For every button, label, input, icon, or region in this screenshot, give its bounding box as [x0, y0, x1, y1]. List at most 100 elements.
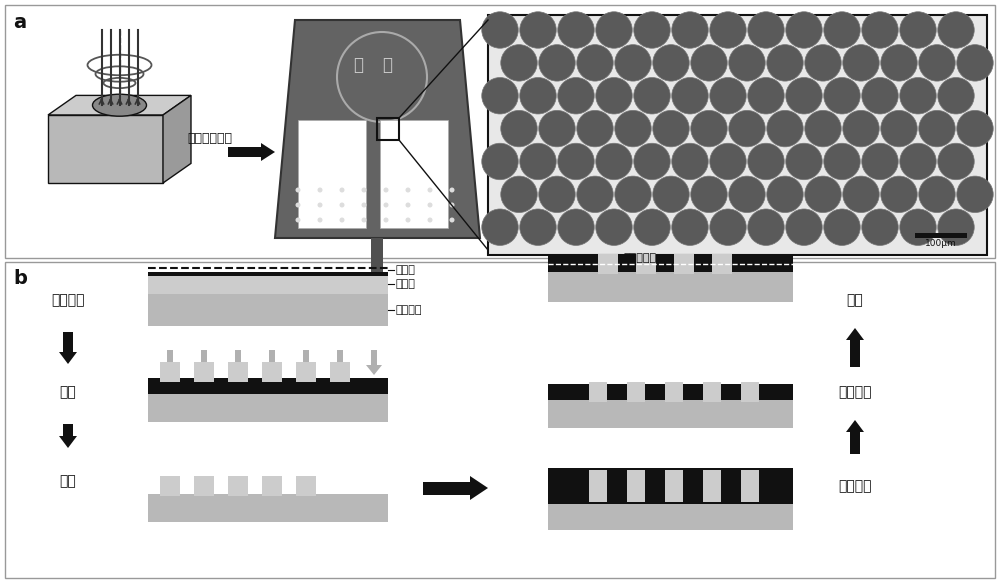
Bar — [337, 350, 343, 365]
Bar — [228, 147, 261, 157]
Bar — [303, 350, 309, 365]
Ellipse shape — [786, 143, 822, 180]
Ellipse shape — [340, 188, 344, 192]
Bar — [598, 254, 618, 274]
Bar — [235, 350, 241, 365]
Ellipse shape — [362, 188, 366, 192]
Text: 减薄处理: 减薄处理 — [838, 385, 872, 399]
Ellipse shape — [296, 202, 300, 208]
Ellipse shape — [672, 78, 708, 114]
Bar — [703, 470, 721, 502]
Polygon shape — [230, 365, 246, 375]
Ellipse shape — [729, 110, 765, 147]
Ellipse shape — [539, 176, 575, 213]
Bar — [167, 350, 173, 365]
Ellipse shape — [634, 143, 670, 180]
Ellipse shape — [296, 188, 300, 192]
Ellipse shape — [501, 110, 537, 147]
Polygon shape — [366, 365, 382, 375]
Bar — [627, 382, 645, 402]
Polygon shape — [298, 365, 314, 375]
Ellipse shape — [748, 209, 784, 245]
Ellipse shape — [672, 209, 708, 245]
Ellipse shape — [318, 202, 322, 208]
Text: 涂胶光刻: 涂胶光刻 — [51, 293, 85, 307]
Ellipse shape — [938, 209, 974, 245]
Ellipse shape — [384, 217, 388, 223]
Ellipse shape — [482, 209, 518, 245]
Bar — [548, 400, 793, 428]
Ellipse shape — [520, 209, 556, 245]
Ellipse shape — [805, 45, 841, 81]
Ellipse shape — [615, 45, 651, 81]
Polygon shape — [846, 420, 864, 432]
Ellipse shape — [296, 217, 300, 223]
Bar — [228, 362, 248, 382]
Text: b: b — [13, 269, 27, 287]
Bar — [636, 254, 656, 274]
Text: 镍基电铸: 镍基电铸 — [838, 479, 872, 493]
Text: 100μm: 100μm — [925, 238, 957, 248]
Text: 镀金硅片: 镀金硅片 — [396, 305, 422, 315]
Bar — [228, 476, 248, 496]
Ellipse shape — [919, 45, 955, 81]
Bar — [371, 238, 383, 283]
Polygon shape — [48, 96, 191, 115]
Ellipse shape — [384, 188, 388, 192]
Ellipse shape — [634, 209, 670, 245]
Ellipse shape — [900, 209, 936, 245]
Ellipse shape — [482, 78, 518, 114]
Ellipse shape — [406, 217, 411, 223]
Bar — [380, 120, 448, 228]
Ellipse shape — [748, 12, 784, 48]
Polygon shape — [261, 143, 275, 161]
Bar — [636, 256, 656, 272]
Bar — [296, 476, 316, 496]
Bar — [741, 382, 759, 402]
Polygon shape — [48, 115, 163, 183]
Ellipse shape — [450, 217, 454, 223]
Ellipse shape — [539, 45, 575, 81]
Ellipse shape — [318, 188, 322, 192]
Bar — [5, 262, 995, 578]
Bar — [741, 470, 759, 502]
Ellipse shape — [786, 78, 822, 114]
Ellipse shape — [362, 202, 366, 208]
Ellipse shape — [881, 110, 917, 147]
Bar — [63, 424, 73, 436]
Bar — [589, 382, 607, 402]
Bar — [915, 233, 967, 238]
Bar — [160, 476, 180, 496]
Ellipse shape — [881, 45, 917, 81]
Polygon shape — [332, 365, 348, 375]
Ellipse shape — [539, 110, 575, 147]
Ellipse shape — [691, 110, 727, 147]
Ellipse shape — [653, 45, 689, 81]
Ellipse shape — [691, 176, 727, 213]
Ellipse shape — [362, 217, 366, 223]
Ellipse shape — [340, 202, 344, 208]
Bar — [488, 15, 987, 255]
Text: 激光螺旋打孔: 激光螺旋打孔 — [188, 132, 232, 145]
Bar — [665, 470, 683, 502]
Text: 显影: 显影 — [60, 474, 76, 488]
Ellipse shape — [428, 202, 432, 208]
Polygon shape — [264, 365, 280, 375]
Ellipse shape — [450, 188, 454, 192]
Bar — [423, 482, 470, 494]
Bar — [148, 394, 388, 422]
Ellipse shape — [843, 110, 879, 147]
Bar — [712, 254, 732, 274]
Ellipse shape — [767, 176, 803, 213]
Ellipse shape — [384, 202, 388, 208]
Ellipse shape — [558, 209, 594, 245]
Ellipse shape — [450, 202, 454, 208]
Ellipse shape — [520, 12, 556, 48]
Ellipse shape — [729, 176, 765, 213]
Ellipse shape — [862, 78, 898, 114]
Polygon shape — [162, 365, 178, 375]
Ellipse shape — [520, 78, 556, 114]
Text: 脱模: 脱模 — [847, 293, 863, 307]
Ellipse shape — [634, 78, 670, 114]
Bar — [548, 384, 793, 400]
